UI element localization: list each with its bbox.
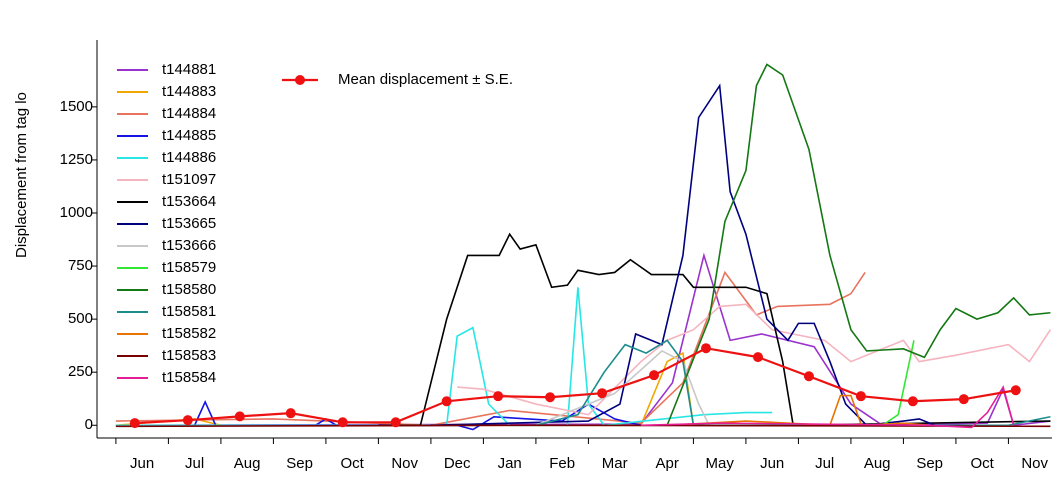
mean-marker [390,417,401,428]
series-line [134,347,1016,425]
y-tick-label: 500 [68,310,93,327]
x-tick-label: Nov [1021,455,1048,472]
x-tick-label: Jan [498,455,522,472]
y-tick-label: 1000 [60,204,93,221]
mean-marker [803,371,814,382]
legend-label: t153666 [162,237,216,254]
mean-marker [493,391,504,402]
legend-label: t144884 [162,105,216,122]
legend-label: t144881 [162,61,216,78]
plot-area [115,63,1052,431]
series-line [667,394,930,427]
x-tick-label: Sep [286,455,313,472]
x-tick-label: Aug [864,455,891,472]
mean-marker [182,415,193,426]
x-tick-label: Jul [185,455,204,472]
legend-label: t158580 [162,281,216,298]
y-tick-label: 750 [68,257,93,274]
mean-marker [129,418,140,429]
mean-marker [441,396,452,407]
x-tick-label: Oct [971,455,995,472]
mean-marker [752,352,763,363]
legend-label: t153664 [162,193,216,210]
series-line [666,63,1051,426]
mean-marker [285,408,296,419]
mean-marker [907,396,918,407]
x-tick-label: Feb [549,455,575,472]
y-tick-label: 0 [85,416,93,433]
mean-marker [649,370,660,381]
x-tick-label: Jun [760,455,784,472]
mean-marker [337,417,348,428]
legend-label: t151097 [162,171,216,188]
legend-label: t153665 [162,215,216,232]
mean-marker [597,388,608,399]
mean-marker [545,392,556,403]
series-line [378,232,1051,427]
x-tick-label: May [705,455,734,472]
y-tick-label: 1500 [60,98,93,115]
x-tick-label: Nov [391,455,418,472]
x-tick-label: Aug [234,455,261,472]
x-tick-label: Jul [815,455,834,472]
x-tick-label: Dec [444,455,471,472]
mean-marker [234,411,245,422]
mean-marker [855,391,866,402]
x-tick-label: Apr [655,455,678,472]
legend-label: t158583 [162,347,216,364]
legend-label: t144886 [162,149,216,166]
x-tick-label: Mar [602,455,628,472]
legend-label: t158582 [162,325,216,342]
y-tick-label: 1250 [60,151,93,168]
series-line [115,270,866,427]
mean-marker [701,343,712,354]
legend-label: t158579 [162,259,216,276]
x-tick-label: Oct [340,455,364,472]
x-tick-label: Sep [916,455,943,472]
legend-label: Mean displacement ± S.E. [338,71,513,88]
legend-label: t158581 [162,303,216,320]
legend-label: t144885 [162,127,216,144]
mean-marker [1010,385,1021,396]
series-line [535,339,1051,427]
series-line [430,83,936,427]
y-tick-label: 250 [68,363,93,380]
x-tick-label: Jun [130,455,154,472]
series-line [640,385,1015,429]
y-axis-label: Displacement from tag lo [13,92,30,258]
mean-marker [958,394,969,405]
legend-marker [295,75,305,85]
series-line [115,424,1051,428]
legend-label: t144883 [162,83,216,100]
legend-label: t158584 [162,369,216,386]
